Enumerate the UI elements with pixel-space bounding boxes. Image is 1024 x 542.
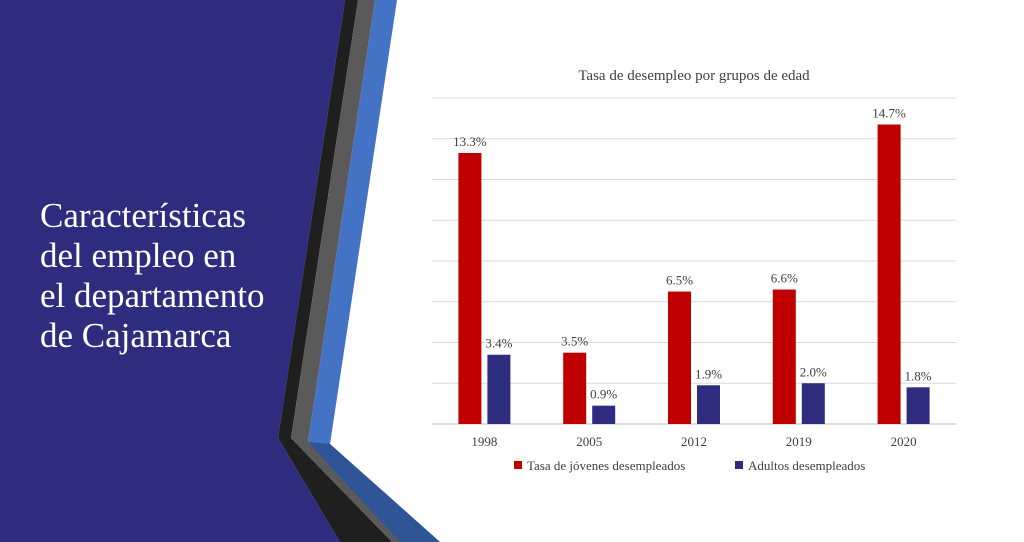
legend-label-adults: Adultos desempleados — [748, 458, 865, 473]
legend-swatch-adults — [735, 461, 743, 469]
legend: Tasa de jóvenes desempleados Adultos dese… — [514, 458, 865, 473]
bar-youth-1998 — [458, 153, 482, 424]
bar-adults-1998 — [487, 354, 511, 424]
data-label-youth-2012: 6.5% — [666, 273, 693, 288]
data-label-adults-2012: 1.9% — [695, 366, 722, 381]
slide-title: Características del empleo en el departa… — [40, 196, 265, 355]
legend-label-youth: Tasa de jóvenes desempleados — [527, 458, 685, 473]
bars — [458, 124, 930, 425]
x-tick-1998: 1998 — [471, 434, 497, 449]
dark-stripe — [278, 0, 392, 542]
legend-swatch-youth — [514, 461, 522, 469]
data-label-youth-2019: 6.6% — [771, 271, 798, 286]
chart-title: Tasa de desempleo por grupos de edad — [578, 68, 810, 84]
x-tick-2012: 2012 — [681, 434, 707, 449]
gray-stripe — [291, 0, 440, 542]
blue-stripe — [308, 0, 440, 542]
bar-adults-2019 — [801, 383, 825, 424]
x-tick-2020: 2020 — [891, 434, 917, 449]
bar-adults-2020 — [906, 387, 930, 424]
data-label-adults-1998: 3.4% — [485, 336, 512, 351]
x-tick-2005: 2005 — [576, 434, 602, 449]
data-label-adults-2005: 0.9% — [590, 387, 617, 402]
x-tick-2019: 2019 — [786, 434, 812, 449]
gridlines — [432, 97, 956, 425]
bar-youth-2005 — [563, 352, 587, 424]
x-axis-ticks: 1998 2005 2012 2019 2020 — [471, 434, 916, 449]
bar-youth-2019 — [772, 289, 796, 424]
data-label-youth-2005: 3.5% — [561, 334, 588, 349]
data-label-youth-2020: 14.7% — [872, 105, 906, 120]
data-label-adults-2020: 1.8% — [905, 368, 932, 383]
data-label-adults-2019: 2.0% — [800, 364, 827, 379]
bar-adults-2005 — [592, 405, 616, 424]
blue-stripe-lower — [308, 442, 440, 542]
title-panel — [0, 0, 345, 542]
bar-adults-2012 — [697, 385, 720, 424]
data-label-youth-1998: 13.3% — [453, 134, 487, 149]
data-labels: 13.3% 3.4% 3.5% 0.9% 6.5% 1.9% 6.6% 2.0% 14.7% 1.… — [453, 105, 932, 401]
bar-youth-2012 — [668, 291, 691, 424]
bar-youth-2020 — [877, 124, 901, 425]
